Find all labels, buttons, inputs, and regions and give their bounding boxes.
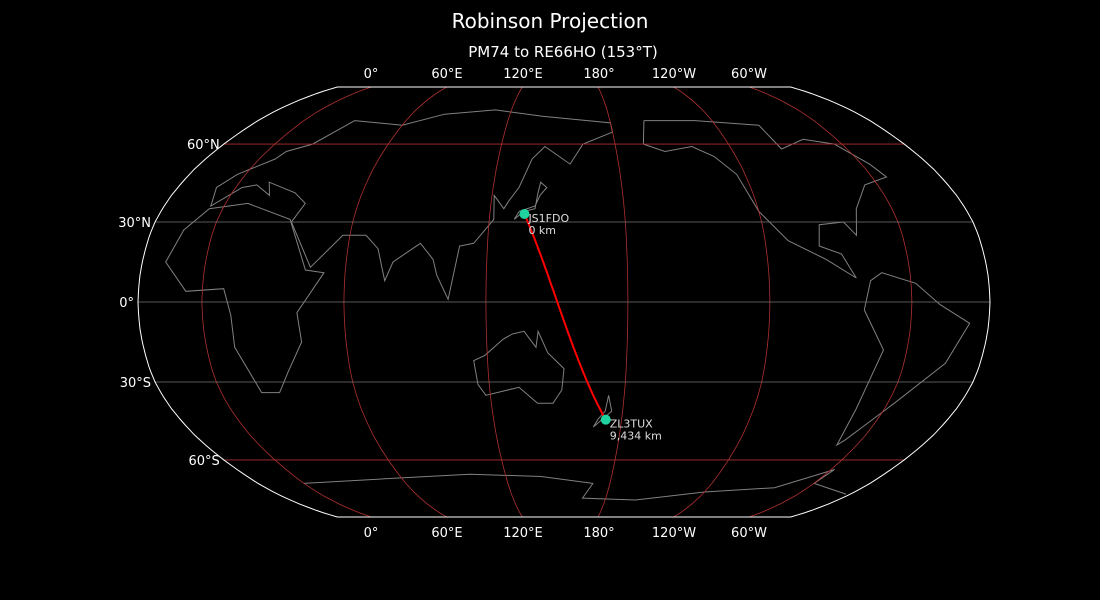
parallel-label: 30°S [120, 376, 151, 391]
station-callsign: ZL3TUX [610, 418, 653, 431]
meridian-label: 60°W [731, 526, 767, 541]
coastline [303, 469, 847, 501]
great-circle-path [523, 213, 607, 421]
coastline [513, 181, 548, 220]
meridian-label: 120°W [652, 526, 696, 541]
coastline [165, 202, 325, 394]
coastline [209, 109, 614, 301]
station-distance: 0 km [528, 224, 556, 237]
meridian-label: 60°E [431, 67, 462, 82]
coastline [642, 120, 888, 279]
parallel-label: 60°S [189, 454, 220, 469]
meridian-label: 120°E [503, 526, 543, 541]
coastline [473, 329, 565, 404]
parallel-label: 60°N [187, 138, 220, 153]
station-marker[interactable] [519, 209, 530, 220]
meridian-label: 120°W [652, 67, 696, 82]
graticule [138, 86, 990, 518]
meridian-label: 0° [364, 67, 379, 82]
map-title: Robinson Projection [451, 9, 649, 33]
coastline [592, 395, 613, 428]
station-distance: 9,434 km [610, 430, 662, 443]
station-marker[interactable] [600, 414, 611, 425]
axis-labels: 0° 0° 60°E 60°E 120°E 120°E 180° 180° 120°W 120°W… [118, 67, 767, 541]
map-subtitle: PM74 to RE66HO (153°T) [468, 43, 658, 61]
meridian-label: 60°W [731, 67, 767, 82]
meridian-label: 120°E [503, 67, 543, 82]
coastlines [165, 109, 971, 501]
meridian-label: 0° [364, 526, 379, 541]
station-callsign: JS1FDO [527, 212, 569, 225]
map-outline [137, 86, 991, 518]
parallel-label: 0° [119, 296, 134, 311]
meridian-label: 60°E [431, 526, 462, 541]
meridian-label: 180° [583, 526, 614, 541]
parallel-label: 30°N [118, 216, 151, 231]
coastline [835, 272, 971, 447]
meridian-label: 180° [583, 67, 614, 82]
